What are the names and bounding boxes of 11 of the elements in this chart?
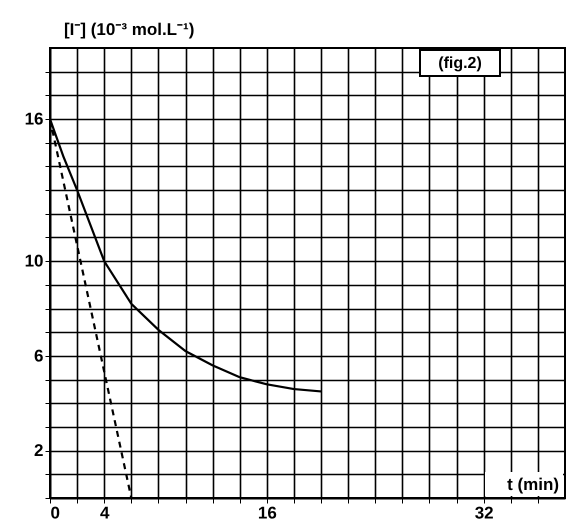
y-tick-label: 16: [24, 110, 44, 129]
x-axis-title: t (min): [507, 475, 559, 494]
x-tick-label: 0: [50, 504, 60, 522]
y-tick-label: 10: [24, 252, 44, 271]
x-tick-label: 4: [100, 504, 110, 522]
x-tick-label: 16: [258, 504, 277, 522]
x-tick-label: 32: [474, 504, 494, 522]
annotation: (fig.2): [438, 55, 482, 72]
y-tick-label: 2: [34, 441, 44, 460]
y-tick-label: 6: [34, 346, 44, 366]
y-axis-title: [I⁻] (10⁻³ mol.L⁻¹): [64, 20, 194, 39]
